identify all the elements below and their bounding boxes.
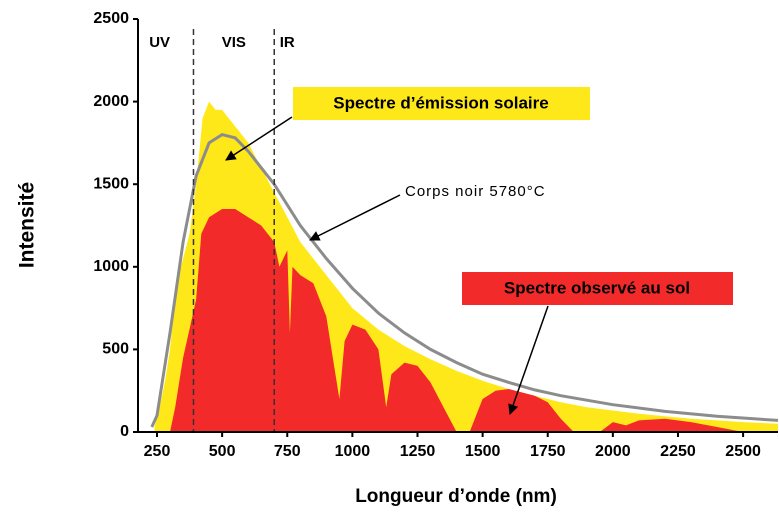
annotation: Corps noir 5780°C: [405, 183, 546, 200]
annotation-box: [293, 87, 590, 120]
area: [170, 209, 778, 432]
x-tick-label: 500: [209, 443, 236, 460]
y-tick-label: 1000: [93, 258, 129, 275]
y-tick-label: 2000: [93, 93, 129, 110]
annotation-box: [462, 272, 733, 305]
annotation: Spectre d’émission solaire: [333, 93, 548, 112]
y-tick-label: 500: [102, 341, 129, 358]
x-tick-label: 2250: [660, 443, 696, 460]
region-label: IR: [280, 34, 295, 51]
y-axis-label: Intensité: [16, 182, 39, 268]
arrow: [225, 116, 293, 161]
x-axis-label: Longueur d’onde (nm): [355, 486, 557, 507]
region-label: VIS: [222, 34, 246, 51]
y-tick-label: 1500: [93, 175, 129, 192]
x-tick-label: 1000: [335, 443, 371, 460]
x-tick-label: 2000: [595, 443, 631, 460]
arrow: [309, 194, 401, 241]
x-tick-label: 1750: [530, 443, 566, 460]
annotations: Spectre d’émission solaire Corps noir 57…: [225, 87, 733, 415]
plot-area: UV VIS IR 0 500 1000 1500 2000 2500 250 500 750 1000…: [93, 10, 779, 460]
annotation: Spectre observé au sol: [504, 278, 690, 297]
y-tick-label: 2500: [93, 10, 129, 27]
x-tick-label: 750: [274, 443, 301, 460]
arrow: [508, 305, 549, 415]
y-tick-label: 0: [120, 423, 129, 440]
region-label: UV: [149, 34, 170, 51]
x-tick-label: 250: [144, 443, 171, 460]
x-tick-label: 1500: [465, 443, 501, 460]
x-tick-label: 1250: [400, 443, 436, 460]
line: [150, 132, 779, 428]
x-tick-label: 2500: [725, 443, 761, 460]
